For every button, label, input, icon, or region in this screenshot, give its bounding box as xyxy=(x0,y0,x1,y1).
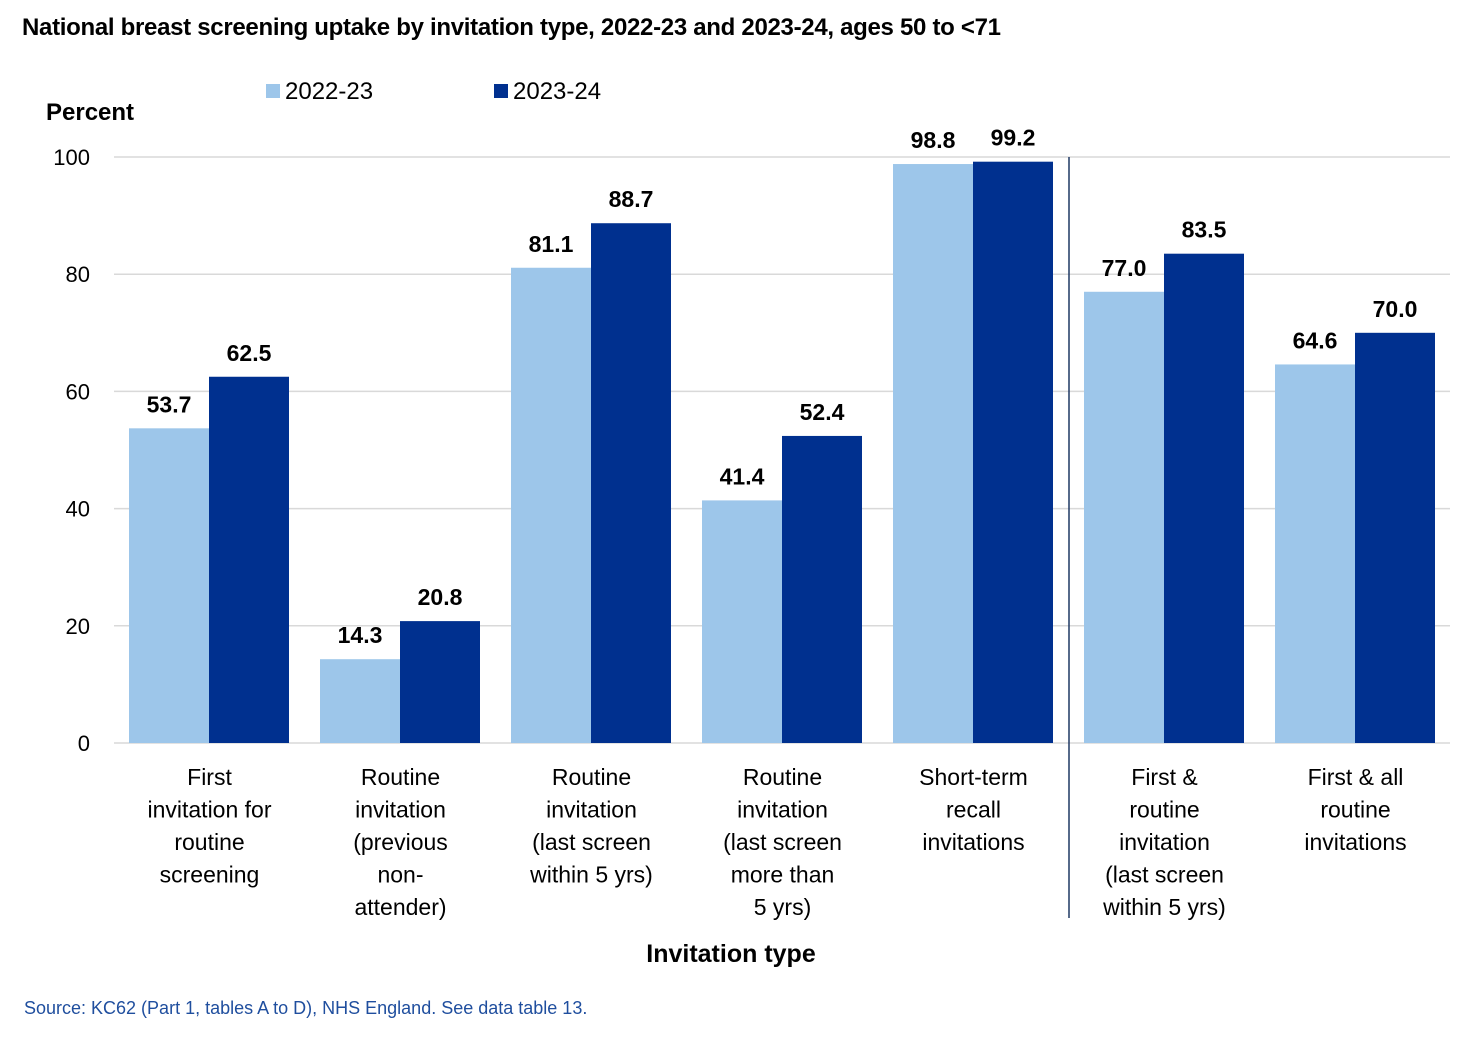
source-note: Source: KC62 (Part 1, tables A to D), NH… xyxy=(24,998,588,1018)
data-label: 70.0 xyxy=(1373,296,1418,322)
y-tick-label: 40 xyxy=(66,497,90,522)
y-tick-label: 100 xyxy=(53,145,90,170)
y-axis-title: Percent xyxy=(46,99,134,126)
legend-swatch xyxy=(266,84,280,98)
x-category-label: First & all routine invitations xyxy=(1304,764,1406,855)
bar-2022-23-1 xyxy=(320,659,400,743)
y-tick-label: 20 xyxy=(66,614,90,639)
data-label: 88.7 xyxy=(609,186,654,212)
bar-2023-24-6 xyxy=(1355,332,1435,743)
chart-title: National breast screening uptake by invi… xyxy=(22,14,1001,41)
bar-2023-24-5 xyxy=(1164,253,1244,743)
bar-2022-23-0 xyxy=(129,428,209,743)
x-category-label: Routine invitation (previous non-attender) xyxy=(353,764,448,920)
data-label: 81.1 xyxy=(529,231,574,257)
legend: 2022-23 2023-24 xyxy=(266,78,601,105)
bar-2022-23-6 xyxy=(1275,364,1355,743)
legend-label: 2022-23 xyxy=(285,78,373,105)
data-label: 99.2 xyxy=(991,125,1036,151)
bar-2022-23-4 xyxy=(893,164,973,744)
data-label: 53.7 xyxy=(147,391,192,417)
x-axis-title: Invitation type xyxy=(646,940,816,968)
y-tick-label: 0 xyxy=(78,731,90,756)
y-axis-ticks: 0 20 40 60 80 100 xyxy=(53,145,90,756)
legend-label: 2023-24 xyxy=(513,78,601,105)
data-label: 77.0 xyxy=(1102,255,1147,281)
bars xyxy=(129,161,1435,744)
bar-2023-24-3 xyxy=(782,435,862,743)
bar-2022-23-3 xyxy=(702,500,782,743)
bar-2022-23-5 xyxy=(1084,291,1164,743)
data-label: 62.5 xyxy=(227,340,272,366)
data-label: 64.6 xyxy=(1293,327,1338,353)
bar-chart: 0 20 40 60 80 100 53.7 14.3 81.1 41.4 98.8 77.0 64.… xyxy=(46,78,1450,968)
data-label: 41.4 xyxy=(720,463,765,489)
bar-2023-24-4 xyxy=(973,161,1053,744)
data-label: 52.4 xyxy=(800,399,845,425)
y-tick-label: 60 xyxy=(66,379,90,404)
data-label: 20.8 xyxy=(418,584,463,610)
legend-swatch xyxy=(494,84,508,98)
data-label: 98.8 xyxy=(911,127,956,153)
bar-2023-24-0 xyxy=(209,376,289,743)
x-category-label: First invitation for routine screening xyxy=(147,764,271,888)
x-category-label: Routine invitation (last screen within 5 yr… xyxy=(529,764,653,888)
x-category-label: First & routine invitation (last screen with… xyxy=(1102,764,1226,920)
data-label: 14.3 xyxy=(338,622,383,648)
bar-2022-23-2 xyxy=(511,267,591,743)
x-category-label: Short-term recall invitations xyxy=(919,764,1028,855)
data-label: 83.5 xyxy=(1182,217,1227,243)
bar-2023-24-1 xyxy=(400,621,480,743)
bar-2023-24-2 xyxy=(591,223,671,743)
x-category-label: Routine invitation (last screen more than 5 … xyxy=(723,764,842,920)
data-labels: 53.7 14.3 81.1 41.4 98.8 77.0 64.6 62.5 20.8 88.7… xyxy=(147,125,1418,649)
x-axis-category-labels: First invitation for routine screening Routi… xyxy=(147,764,1406,920)
y-tick-label: 80 xyxy=(66,262,90,287)
